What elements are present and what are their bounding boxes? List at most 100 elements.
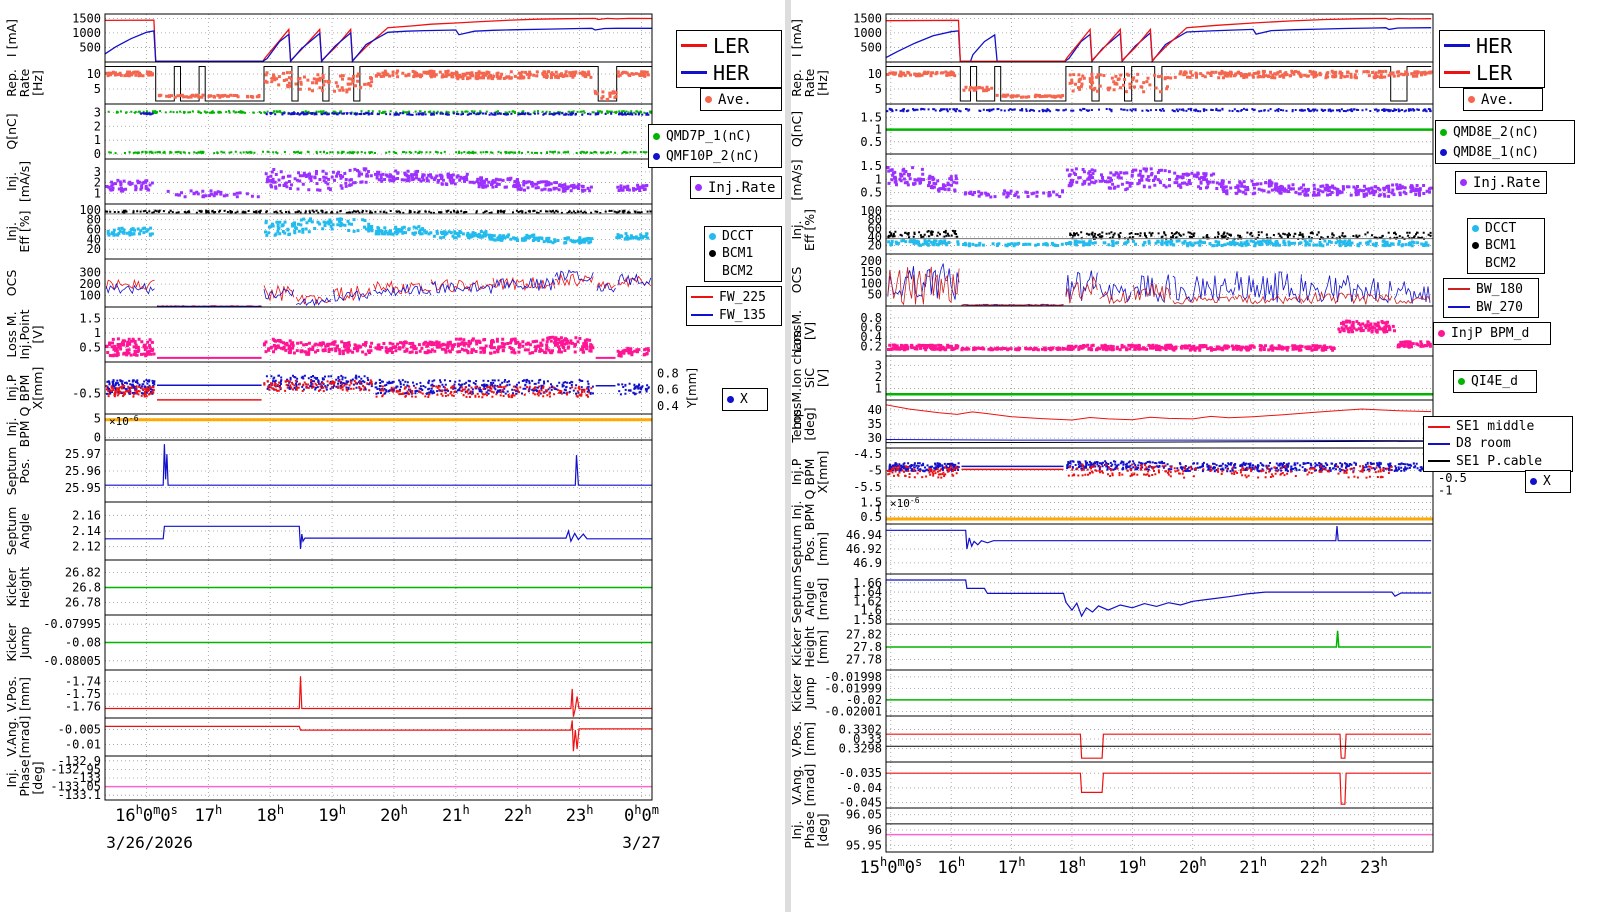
y-axis-label: Height [17, 567, 32, 608]
series-bw-180 [1065, 276, 1098, 304]
y-tick-label: -0.08005 [43, 654, 101, 668]
series-fw-225 [105, 278, 155, 291]
y-tick-label: 100 [79, 289, 101, 303]
y-tick-label: 0.5 [860, 135, 882, 149]
series-rep-rate-ave [886, 69, 1433, 99]
y-tick-label: -0.02001 [824, 704, 882, 718]
y-axis-label: Inj. [4, 768, 19, 787]
right-y-tick-label: -0.5 [1438, 471, 1467, 485]
y-axis-label: Inj. [4, 172, 19, 191]
series-fw-135 [373, 284, 432, 297]
series-d8-room [885, 439, 1432, 442]
y-axis-label: Inj. [791, 500, 804, 519]
y-axis-label: Loss M. [4, 311, 19, 357]
x-tick-label: 20h [380, 803, 408, 826]
series-se1-middle [885, 404, 1432, 421]
series-bw-180 [1172, 295, 1236, 305]
y-tick-label: 1 [875, 172, 882, 186]
y-tick-label: 1 [94, 133, 101, 147]
y-tick-label: 1 [875, 381, 882, 395]
y-axis-label: Kicker [4, 623, 19, 662]
series-se1-p-cable [885, 440, 1432, 444]
y-tick-label: 80 [868, 213, 882, 227]
y-tick-label: -133 [72, 771, 101, 785]
y-axis-label: V.Pos. [791, 721, 804, 757]
strip-v-ang: -0.005 -0.01 V.Ang.[mrad] [4, 716, 653, 758]
y-axis-label: Inj. [791, 220, 804, 239]
y-tick-label: 1 [875, 123, 882, 137]
strip-loss-monitor: 0.80.60.40.2 LossM.[V] [791, 305, 1434, 357]
y-tick-label: 1000 [853, 26, 882, 40]
series-inj-rate [105, 167, 649, 199]
series-bw-180 [961, 304, 1064, 306]
y-axis-label: Kicker [791, 627, 804, 666]
y-tick-label: -1.74 [65, 674, 101, 688]
series-ler-current [104, 17, 653, 62]
y-tick-label: -0.04 [846, 781, 882, 795]
y-tick-label: 46.94 [846, 528, 882, 542]
strip-inj-rate: 321 Inj.[mA/s] [4, 158, 653, 205]
y-tick-label: 26.82 [65, 566, 101, 580]
y-tick-label: 1.5 [860, 159, 882, 173]
series-bw-270 [1355, 278, 1393, 304]
y-tick-label: 35 [868, 417, 882, 431]
y-tick-label: 0.4 [860, 330, 882, 344]
series-fw-135 [492, 277, 556, 291]
y-axis-label: [mrad] [802, 764, 817, 807]
y-axis-label: Pos. [802, 536, 817, 561]
y-tick-label: 20 [87, 242, 101, 256]
right-y-tick-label: 0.6 [657, 383, 679, 397]
y-tick-label: 10 [868, 67, 882, 81]
y-tick-label: 0.5 [860, 186, 882, 200]
y-axis-label: Q[nC] [4, 113, 19, 149]
y-tick-label: 1 [94, 326, 101, 340]
y-tick-label: -5.5 [853, 480, 882, 494]
y-tick-label: -5 [868, 463, 882, 477]
y-tick-label: 2 [875, 370, 882, 384]
y-tick-label: 27.8 [853, 640, 882, 654]
y-axis-label: OCS [791, 267, 804, 294]
y-tick-label: 150 [860, 265, 882, 279]
right-y-tick-label: 0.4 [657, 399, 679, 413]
y-axis-label: Septum [791, 575, 804, 624]
y-axis-label: Inj.Point [17, 309, 32, 359]
series-bw-180 [887, 266, 960, 306]
y-tick-label: -132.95 [50, 762, 101, 776]
y-axis-label: BPM [17, 375, 32, 402]
y-tick-label: 0.8 [860, 311, 882, 325]
y-axis-label: Inj. [4, 417, 19, 436]
y-axis-label: Kicker [791, 673, 804, 712]
series-fw-135 [430, 280, 494, 294]
y-axis-label: Eff [%] [802, 209, 817, 251]
y-axis-label: Pos. [17, 458, 32, 483]
y-axis-label: SiC [802, 368, 817, 388]
y-axis-label: Rate [17, 68, 32, 97]
y-tick-label: -132.9 [58, 754, 101, 768]
series-bw-270 [1301, 275, 1356, 303]
series-dcct [887, 238, 1430, 248]
y-tick-label: 0.33 [853, 732, 882, 746]
y-axis-label: V.Ang. [791, 765, 804, 804]
y-axis-label: Inj.P [4, 374, 19, 401]
y-tick-label: -0.01999 [824, 681, 882, 695]
series-bw-180 [1234, 293, 1302, 305]
series-fw-135 [332, 289, 372, 302]
y-tick-label: 3 [94, 105, 101, 119]
y-axis-label: [deg] [30, 761, 45, 794]
y-axis-label: Angle [17, 513, 32, 549]
series-fw-135 [617, 273, 652, 287]
y-tick-label: 0 [94, 431, 101, 445]
right-axis-label: Y[mm] [685, 368, 699, 409]
y-tick-label: 1500 [853, 11, 882, 25]
x-tick-label: 18h [256, 803, 284, 826]
series-ler-current [885, 17, 1432, 63]
y-tick-label: -0.01998 [824, 670, 882, 684]
series-fw-225 [430, 279, 494, 293]
x-tick-label: 16h0m0s [115, 803, 178, 826]
y-tick-label: 27.78 [846, 652, 882, 666]
